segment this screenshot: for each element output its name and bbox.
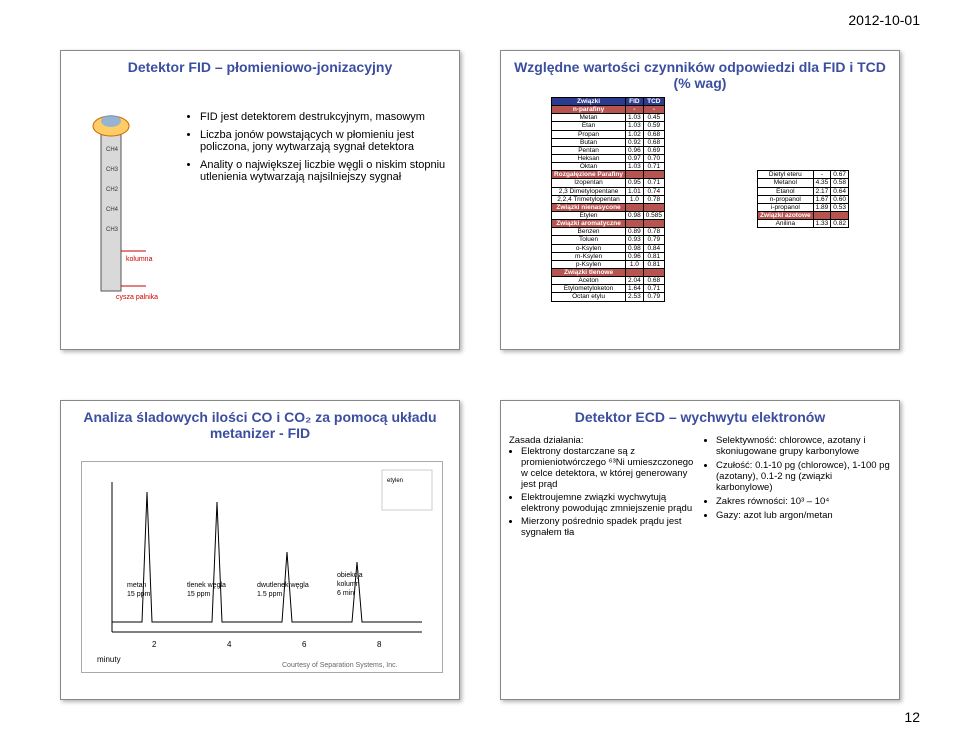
zasada-heading: Zasada działania:: [509, 435, 696, 446]
slide-ecd: Detektor ECD – wychwytu elektronów Zasad…: [500, 400, 900, 700]
svg-text:8: 8: [377, 640, 382, 649]
svg-text:metan: metan: [127, 582, 147, 589]
svg-text:4: 4: [227, 640, 232, 649]
svg-text:6 min: 6 min: [337, 590, 354, 597]
svg-text:dwutlenek węgla: dwutlenek węgla: [257, 582, 309, 589]
bullet: Elektrony dostarczane są z promieniotwór…: [521, 446, 696, 490]
svg-text:CH4: CH4: [106, 147, 119, 153]
slide-title: Analiza śladowych ilości CO i CO₂ za pom…: [67, 409, 453, 441]
slide-title: Względne wartości czynników odpowiedzi d…: [507, 59, 893, 91]
slide-methanizer: Analiza śladowych ilości CO i CO₂ za pom…: [60, 400, 460, 700]
svg-text:CH4: CH4: [106, 207, 119, 213]
chromatogram: 2 4 6 8 minuty metan 15 ppm tlenek węgla…: [81, 461, 443, 673]
date-text: 2012-10-01: [848, 12, 920, 28]
svg-text:CH3: CH3: [106, 167, 119, 173]
bullet: Selektywność: chlorowce, azotany i skoni…: [716, 435, 891, 457]
fid-diagram: CH4 CH3 CH2 CH4 CH3 kolumna cysza palnik…: [71, 111, 171, 331]
svg-text:minuty: minuty: [97, 655, 121, 664]
fid-bullets: FID jest detektorem destrukcyjnym, masow…: [186, 111, 451, 189]
svg-text:1.5 ppm: 1.5 ppm: [257, 591, 282, 598]
factor-tables: ZwiązkiFIDTCDn-parafiny--Metan1.030.45Et…: [501, 97, 899, 302]
ecd-right-col: Selektywność: chlorowce, azotany i skoni…: [704, 435, 891, 540]
ecd-left-col: Zasada działania: Elektrony dostarczane …: [509, 435, 696, 540]
table-side: Dietyl eteru-0.67Metanol4.350.58Etanol2.…: [757, 170, 849, 228]
bullet: Anality o największej liczbie węgli o ni…: [200, 159, 451, 183]
svg-text:CH3: CH3: [106, 227, 119, 233]
slide-response-factors: Względne wartości czynników odpowiedzi d…: [500, 50, 900, 350]
bullet: Liczba jonów powstających w płomieniu je…: [200, 129, 451, 153]
svg-text:15 ppm: 15 ppm: [127, 591, 151, 598]
bullet: Elektroujemne związki wychwytują elektro…: [521, 492, 696, 514]
svg-text:CH2: CH2: [106, 187, 119, 193]
slide-title: Detektor ECD – wychwytu elektronów: [507, 409, 893, 425]
svg-text:kolumn: kolumn: [337, 581, 360, 588]
svg-text:tlenek węgla: tlenek węgla: [187, 582, 226, 589]
slide-title: Detektor FID – płomieniowo-jonizacyjny: [67, 59, 453, 75]
table-main: ZwiązkiFIDTCDn-parafiny--Metan1.030.45Et…: [551, 97, 665, 302]
ecd-content: Zasada działania: Elektrony dostarczane …: [501, 431, 899, 544]
bullet: Gazy: azot lub argon/metan: [716, 510, 891, 521]
svg-text:kolumna: kolumna: [126, 256, 153, 263]
bullet: Czułość: 0.1-10 pg (chlorowce), 1-100 pg…: [716, 460, 891, 493]
page-number: 12: [904, 709, 920, 725]
svg-text:2: 2: [152, 640, 157, 649]
bullet: Mierzony pośrednio spadek prądu jest syg…: [521, 516, 696, 538]
svg-text:6: 6: [302, 640, 307, 649]
bullet: FID jest detektorem destrukcyjnym, masow…: [200, 111, 451, 123]
svg-text:Courtesy of Separation Systems: Courtesy of Separation Systems, Inc.: [282, 662, 398, 669]
svg-text:cysza palnika: cysza palnika: [116, 294, 158, 301]
svg-text:obiekcja: obiekcja: [337, 572, 363, 579]
bullet: Zakres równości: 10³ – 10⁴: [716, 496, 891, 507]
svg-text:15 ppm: 15 ppm: [187, 591, 211, 598]
slide-fid-detector: Detektor FID – płomieniowo-jonizacyjny C…: [60, 50, 460, 350]
svg-text:etylen: etylen: [387, 478, 403, 484]
